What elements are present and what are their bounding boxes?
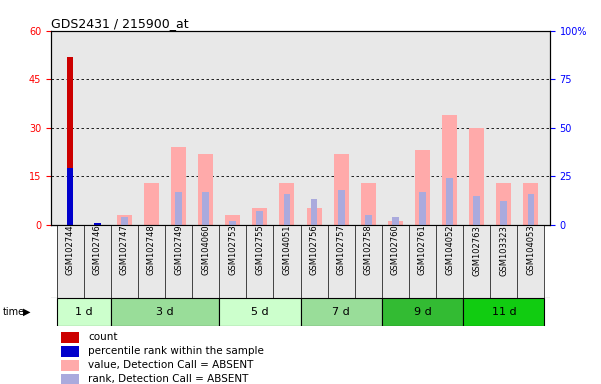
Bar <box>528 194 534 225</box>
Text: GSM102755: GSM102755 <box>255 225 264 275</box>
Bar <box>94 223 100 225</box>
Bar <box>392 217 399 225</box>
Bar <box>111 225 138 298</box>
Bar <box>144 183 159 225</box>
Text: GSM102746: GSM102746 <box>93 225 102 275</box>
Bar <box>246 225 273 298</box>
Bar <box>415 150 430 225</box>
Text: GSM102747: GSM102747 <box>120 225 129 275</box>
Bar <box>225 215 240 225</box>
Bar <box>474 195 480 225</box>
Bar <box>257 211 263 225</box>
Text: GSM104052: GSM104052 <box>445 225 454 275</box>
Text: GSM104060: GSM104060 <box>201 225 210 275</box>
Bar <box>219 298 300 326</box>
Text: GSM102756: GSM102756 <box>310 225 319 275</box>
Bar <box>382 298 463 326</box>
Bar <box>307 209 322 225</box>
Bar <box>175 192 182 225</box>
Bar <box>334 154 349 225</box>
Bar <box>67 169 73 225</box>
Bar <box>192 225 219 298</box>
Bar <box>61 374 79 384</box>
Text: 3 d: 3 d <box>156 307 174 317</box>
Bar <box>523 183 538 225</box>
Text: 9 d: 9 d <box>413 307 432 317</box>
Bar <box>67 56 73 225</box>
Bar <box>198 154 213 225</box>
Bar <box>388 222 403 225</box>
Bar <box>501 201 507 225</box>
Bar <box>361 183 376 225</box>
Text: GDS2431 / 215900_at: GDS2431 / 215900_at <box>51 17 189 30</box>
Bar <box>84 225 111 298</box>
Bar <box>61 360 79 371</box>
Text: count: count <box>88 332 118 342</box>
Bar <box>230 221 236 225</box>
Bar <box>117 215 132 225</box>
Text: 5 d: 5 d <box>251 307 269 317</box>
Text: GSM102749: GSM102749 <box>174 225 183 275</box>
Bar <box>56 298 111 326</box>
Bar <box>496 183 511 225</box>
Text: GSM102748: GSM102748 <box>147 225 156 275</box>
Bar <box>94 223 100 225</box>
Bar <box>252 209 267 225</box>
Bar <box>469 128 484 225</box>
Bar <box>111 298 219 326</box>
Bar <box>446 178 453 225</box>
Bar <box>138 225 165 298</box>
Bar <box>436 225 463 298</box>
Text: GSM102744: GSM102744 <box>66 225 75 275</box>
Bar <box>219 225 246 298</box>
Text: percentile rank within the sample: percentile rank within the sample <box>88 346 264 356</box>
Bar <box>463 225 490 298</box>
Bar <box>311 199 317 225</box>
Text: GSM104053: GSM104053 <box>526 225 535 275</box>
Bar <box>338 190 344 225</box>
Bar <box>355 225 382 298</box>
Bar <box>300 298 382 326</box>
Text: GSM103323: GSM103323 <box>499 225 508 275</box>
Bar <box>300 225 328 298</box>
Bar <box>442 115 457 225</box>
Bar <box>517 225 545 298</box>
Text: 1 d: 1 d <box>75 307 93 317</box>
Bar <box>382 225 409 298</box>
Bar <box>279 183 294 225</box>
Text: time: time <box>3 307 25 317</box>
Bar <box>365 215 371 225</box>
Bar <box>165 225 192 298</box>
Bar <box>61 332 79 343</box>
Bar <box>284 194 290 225</box>
Text: GSM102760: GSM102760 <box>391 225 400 275</box>
Text: GSM102753: GSM102753 <box>228 225 237 275</box>
Bar <box>171 147 186 225</box>
Bar <box>56 225 84 298</box>
Bar <box>61 346 79 357</box>
Bar <box>273 225 300 298</box>
Text: value, Detection Call = ABSENT: value, Detection Call = ABSENT <box>88 360 254 370</box>
Text: GSM102757: GSM102757 <box>337 225 346 275</box>
Bar <box>121 217 127 225</box>
Bar <box>328 225 355 298</box>
Text: GSM102758: GSM102758 <box>364 225 373 275</box>
Text: GSM102761: GSM102761 <box>418 225 427 275</box>
Text: ▶: ▶ <box>23 307 30 317</box>
Bar <box>490 225 517 298</box>
Text: 7 d: 7 d <box>332 307 350 317</box>
Text: GSM102763: GSM102763 <box>472 225 481 275</box>
Bar <box>419 192 426 225</box>
Bar <box>409 225 436 298</box>
Text: GSM104051: GSM104051 <box>282 225 291 275</box>
Bar <box>463 298 545 326</box>
Text: rank, Detection Call = ABSENT: rank, Detection Call = ABSENT <box>88 374 249 384</box>
Bar <box>202 192 209 225</box>
Text: 11 d: 11 d <box>492 307 516 317</box>
